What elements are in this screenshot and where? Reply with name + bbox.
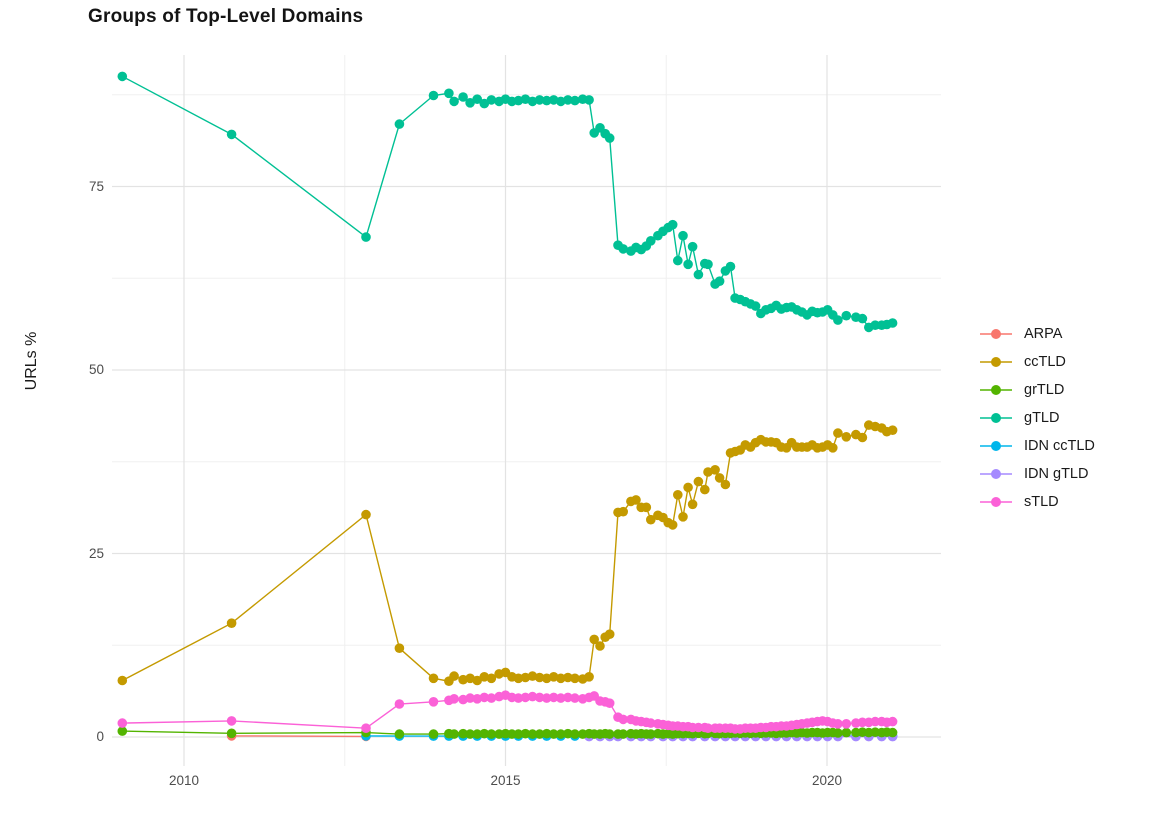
x-tick-2020: 2020: [811, 773, 843, 788]
legend-label: grTLD: [1024, 382, 1065, 398]
legend-label: sTLD: [1024, 494, 1059, 510]
legend-item-stld: sTLD: [978, 488, 1095, 516]
y-tick-50: 50: [88, 362, 104, 377]
legend: ARPA ccTLD grTLD gTLD IDN ccTLD IDN gTLD…: [978, 320, 1095, 516]
legend-key-icon: [980, 441, 1012, 451]
legend-item-idn-cctld: IDN ccTLD: [978, 432, 1095, 460]
legend-item-cctld: ccTLD: [978, 348, 1095, 376]
legend-label: gTLD: [1024, 410, 1060, 426]
y-tick-0: 0: [96, 729, 104, 744]
y-tick-75: 75: [88, 178, 104, 194]
legend-key-icon: [980, 385, 1012, 395]
legend-key-icon: [980, 357, 1012, 367]
legend-item-idn-gtld: IDN gTLD: [978, 460, 1095, 488]
legend-label: ccTLD: [1024, 354, 1066, 370]
legend-label: ARPA: [1024, 326, 1063, 342]
legend-key-icon: [980, 497, 1012, 507]
x-tick-2015: 2015: [490, 773, 521, 788]
y-tick-25: 25: [88, 545, 104, 561]
x-tick-2010: 2010: [168, 773, 200, 788]
legend-label: IDN ccTLD: [1024, 438, 1095, 454]
legend-item-grtld: grTLD: [978, 376, 1095, 404]
legend-key-icon: [980, 329, 1012, 339]
legend-key-icon: [980, 469, 1012, 479]
legend-item-arpa: ARPA: [978, 320, 1095, 348]
legend-item-gtld: gTLD: [978, 404, 1095, 432]
chart-title: Groups of Top-Level Domains: [88, 6, 364, 27]
legend-label: IDN gTLD: [1024, 466, 1089, 482]
legend-key-icon: [980, 413, 1012, 423]
